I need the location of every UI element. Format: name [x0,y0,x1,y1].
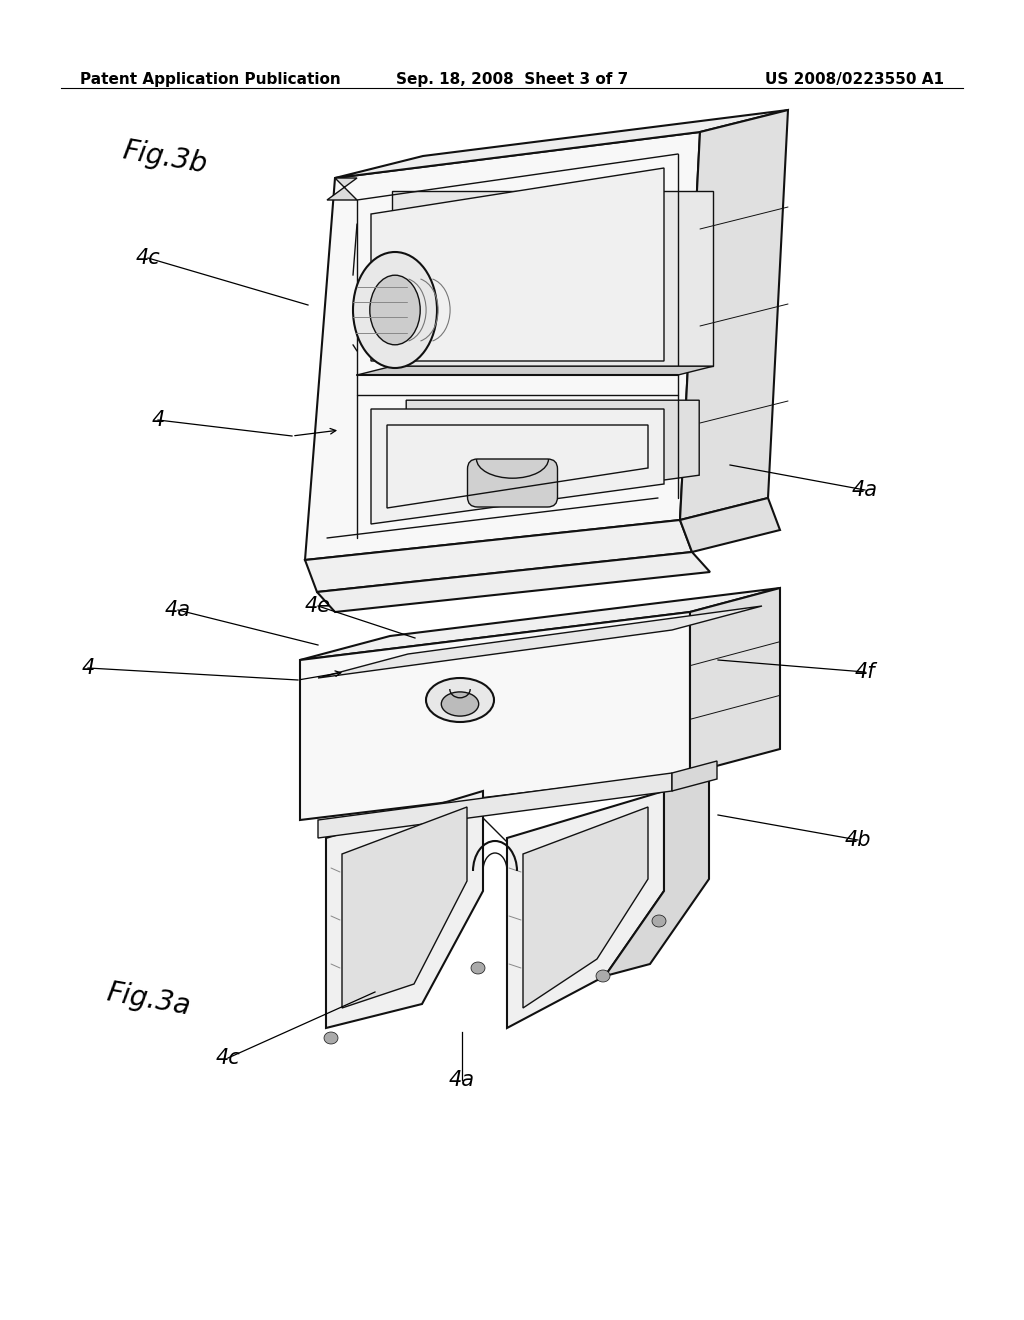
Polygon shape [371,168,664,360]
Polygon shape [305,520,692,591]
Polygon shape [507,791,664,1028]
Polygon shape [357,366,713,375]
Polygon shape [327,178,357,201]
Text: Patent Application Publication: Patent Application Publication [80,73,341,87]
Polygon shape [690,587,780,774]
Polygon shape [318,606,762,678]
Polygon shape [392,191,713,366]
Polygon shape [335,110,788,178]
Text: Sep. 18, 2008  Sheet 3 of 7: Sep. 18, 2008 Sheet 3 of 7 [396,73,628,87]
Polygon shape [300,587,780,660]
Text: US 2008/0223550 A1: US 2008/0223550 A1 [765,73,944,87]
Text: 4a: 4a [852,480,878,500]
Polygon shape [605,779,709,975]
Polygon shape [305,132,700,560]
Ellipse shape [426,678,494,722]
Ellipse shape [471,962,485,974]
Text: 4: 4 [81,657,94,678]
Polygon shape [523,807,648,1008]
Text: Fig.3a: Fig.3a [103,979,193,1022]
Text: 4f: 4f [855,663,876,682]
Text: Fig.3b: Fig.3b [121,137,210,180]
Ellipse shape [324,1032,338,1044]
Text: 4c: 4c [135,248,161,268]
Ellipse shape [370,275,420,345]
Text: 4c: 4c [216,1048,241,1068]
Text: 4: 4 [152,411,165,430]
Polygon shape [326,791,483,1028]
Polygon shape [672,762,717,791]
Polygon shape [342,807,467,1008]
Polygon shape [680,498,780,552]
Polygon shape [680,110,788,520]
Text: 4b: 4b [845,830,871,850]
Text: 4a: 4a [449,1071,475,1090]
Text: 4a: 4a [165,601,191,620]
Ellipse shape [353,252,437,368]
FancyBboxPatch shape [468,459,557,507]
Text: 4e: 4e [305,597,331,616]
Polygon shape [318,774,672,838]
Ellipse shape [441,692,478,715]
Polygon shape [371,409,664,524]
Polygon shape [317,552,710,612]
Polygon shape [407,400,699,515]
Ellipse shape [652,915,666,927]
Ellipse shape [596,970,610,982]
Polygon shape [300,612,690,820]
